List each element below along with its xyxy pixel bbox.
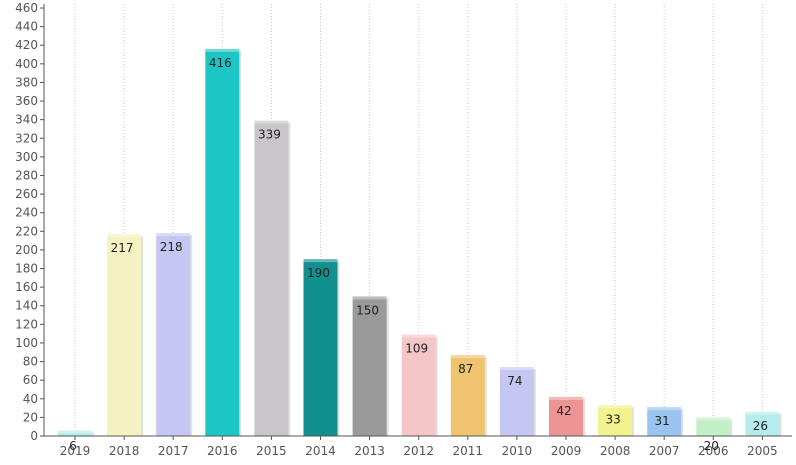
bar-highlight bbox=[745, 411, 780, 415]
y-tick-label: 140 bbox=[15, 299, 38, 313]
y-tick-label: 380 bbox=[15, 75, 38, 89]
bar bbox=[58, 430, 92, 436]
data-label: 6 bbox=[69, 439, 77, 453]
data-labels: 6 217 218 416 339 190 150 109 87 74 42 33 31 20 26 bbox=[69, 56, 768, 453]
bar-highlight bbox=[352, 296, 387, 300]
y-tick-label: 440 bbox=[15, 20, 38, 34]
y-tick-label: 420 bbox=[15, 38, 38, 52]
bar bbox=[745, 411, 780, 436]
x-tick-label: 2017 bbox=[158, 444, 189, 458]
y-tick-label: 320 bbox=[15, 131, 38, 145]
y-tick-label: 180 bbox=[15, 262, 38, 276]
y-tick-label: 280 bbox=[15, 168, 38, 182]
y-tick-label: 0 bbox=[30, 429, 38, 443]
x-tick-label: 2012 bbox=[403, 444, 434, 458]
bar-highlight bbox=[549, 396, 583, 400]
y-tick-label: 300 bbox=[15, 150, 38, 164]
y-tick-label: 240 bbox=[15, 206, 38, 220]
y-tick-label: 40 bbox=[23, 392, 38, 406]
bar bbox=[499, 367, 534, 436]
y-tick-label: 220 bbox=[15, 224, 38, 238]
data-label: 20 bbox=[704, 439, 719, 453]
y-tick-label: 200 bbox=[15, 243, 38, 257]
bar-highlight bbox=[205, 48, 240, 52]
y-tick-label: 160 bbox=[15, 280, 38, 294]
x-tick-label: 2005 bbox=[747, 444, 778, 458]
y-tick-label: 60 bbox=[23, 373, 38, 387]
x-tick-label: 2007 bbox=[649, 444, 680, 458]
y-tick-label: 460 bbox=[15, 1, 38, 15]
data-label: 42 bbox=[556, 404, 571, 418]
x-tick-label: 2018 bbox=[109, 444, 140, 458]
x-tick-label: 2010 bbox=[502, 444, 533, 458]
bar bbox=[696, 417, 731, 436]
y-tick-label: 260 bbox=[15, 187, 38, 201]
bar bbox=[352, 296, 387, 436]
bar bbox=[205, 48, 240, 437]
bar bbox=[107, 234, 142, 436]
bars bbox=[58, 48, 782, 437]
data-label: 33 bbox=[605, 412, 620, 426]
bar-highlight bbox=[156, 233, 191, 237]
bar-highlight bbox=[647, 407, 682, 411]
bar-highlight bbox=[107, 234, 142, 238]
x-tick-label: 2008 bbox=[600, 444, 631, 458]
bar bbox=[647, 407, 682, 436]
data-label: 217 bbox=[111, 241, 134, 255]
bar-highlight bbox=[450, 355, 485, 359]
data-label: 218 bbox=[160, 240, 183, 254]
bar bbox=[401, 334, 436, 436]
y-tick-label: 20 bbox=[23, 410, 38, 424]
x-tick-label: 2009 bbox=[551, 444, 582, 458]
data-label: 190 bbox=[307, 266, 330, 280]
data-label: 416 bbox=[209, 56, 232, 70]
x-tick-label: 2011 bbox=[453, 444, 484, 458]
x-axis: 2019 2018 2017 2016 2015 2014 2013 2012 2011 2010… bbox=[60, 436, 778, 458]
bar bbox=[156, 233, 191, 436]
bar-highlight bbox=[696, 417, 731, 421]
bar-highlight bbox=[598, 405, 633, 409]
bar bbox=[303, 259, 338, 436]
x-tick-label: 2006 bbox=[698, 444, 729, 458]
data-label: 150 bbox=[356, 303, 379, 317]
data-label: 87 bbox=[458, 362, 473, 376]
data-label: 339 bbox=[258, 128, 281, 142]
x-tick-label: 2019 bbox=[60, 444, 91, 458]
bar bbox=[549, 396, 583, 436]
y-tick-label: 120 bbox=[15, 317, 38, 331]
x-tick-label: 2015 bbox=[256, 444, 287, 458]
bar bbox=[450, 355, 485, 436]
y-tick-label: 340 bbox=[15, 113, 38, 127]
x-tick-label: 2016 bbox=[207, 444, 238, 458]
bar-highlight bbox=[254, 120, 289, 124]
y-tick-label: 360 bbox=[15, 94, 38, 108]
y-axis: 0 20 40 60 80 100 120 140 160 180 200 220 240 260 280 3… bbox=[15, 1, 44, 443]
bar bbox=[254, 120, 289, 436]
data-label: 109 bbox=[405, 342, 428, 356]
data-label: 26 bbox=[753, 419, 768, 433]
x-tick-label: 2014 bbox=[305, 444, 336, 458]
y-tick-label: 100 bbox=[15, 336, 38, 350]
bar-highlight bbox=[401, 334, 436, 338]
bar bbox=[598, 405, 633, 436]
data-label: 74 bbox=[507, 374, 522, 388]
x-tick-label: 2013 bbox=[354, 444, 385, 458]
data-label: 31 bbox=[655, 414, 670, 428]
x-gridlines bbox=[74, 4, 763, 436]
bar-highlight bbox=[303, 259, 338, 263]
y-tick-label: 400 bbox=[15, 57, 38, 71]
y-tick-label: 80 bbox=[23, 355, 38, 369]
bar-highlight bbox=[499, 367, 534, 371]
bar-highlight bbox=[58, 430, 92, 434]
